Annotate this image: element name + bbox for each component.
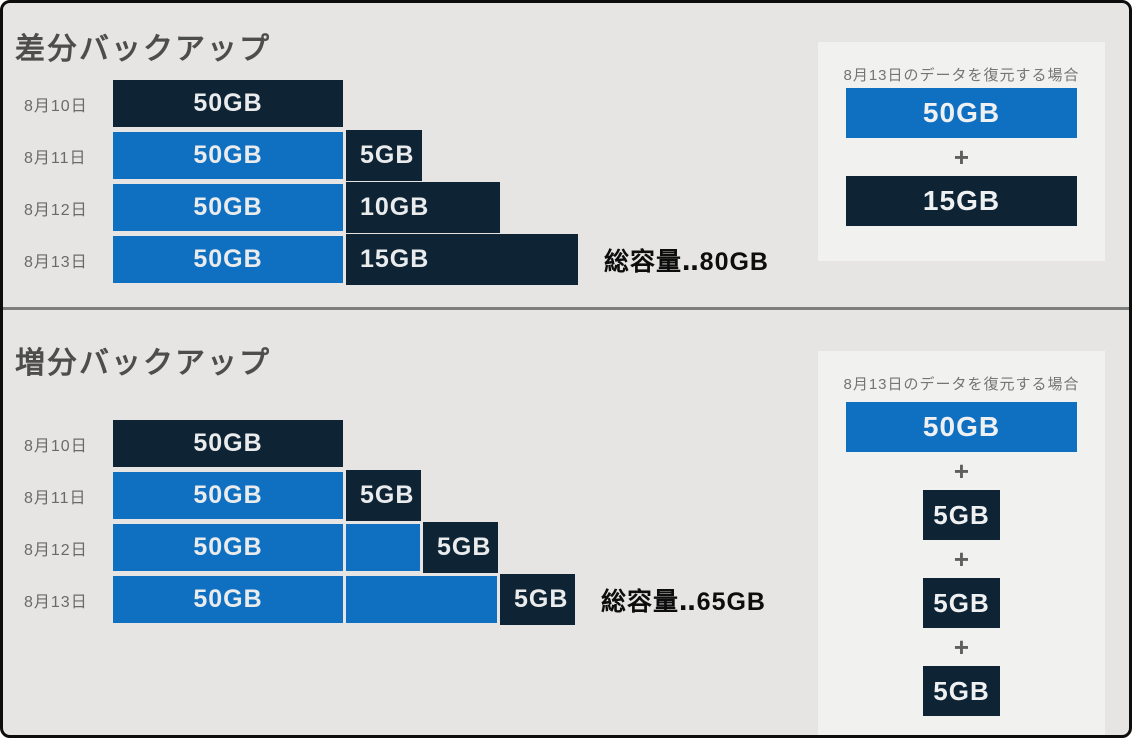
restore-panel-title: 8月13日のデータを復元する場合 — [843, 376, 1080, 393]
incremental-chart: 8月10日 50GB 8月11日 50GB 5GB 8月12日 50GB 5GB… — [24, 420, 766, 628]
chart-row: 8月11日 50GB 5GB — [24, 470, 766, 521]
plus-sign: + — [953, 632, 970, 662]
date-label: 8月11日 — [24, 149, 87, 167]
chart-row: 8月10日 50GB — [24, 420, 766, 467]
plus-sign: + — [953, 544, 970, 574]
restore-block: 50GB — [846, 402, 1077, 452]
restore-block: 50GB — [846, 88, 1077, 138]
incr-backup-bar: 5GB — [500, 574, 575, 625]
diff-backup-bar: 10GB — [346, 182, 500, 233]
date-label: 8月12日 — [24, 201, 88, 219]
chart-row: 8月12日 50GB 10GB — [24, 182, 769, 233]
date-label: 8月13日 — [24, 253, 88, 271]
previous-increment-segment — [346, 576, 497, 623]
full-backup-bar: 50GB — [113, 184, 343, 231]
full-backup-bar: 50GB — [113, 576, 343, 623]
full-backup-bar: 50GB — [113, 236, 343, 283]
full-backup-bar: 50GB — [113, 524, 343, 571]
date-label: 8月11日 — [24, 489, 87, 507]
restore-block: 5GB — [923, 666, 1000, 716]
incr-backup-bar: 5GB — [346, 470, 421, 521]
section-divider — [3, 307, 1129, 310]
full-backup-bar: 50GB — [113, 132, 343, 179]
chart-row: 8月10日 50GB — [24, 80, 769, 127]
date-label: 8月13日 — [24, 593, 88, 611]
differential-restore-panel: 8月13日のデータを復元する場合 50GB + 15GB — [818, 42, 1105, 261]
diff-backup-bar: 15GB — [346, 234, 578, 285]
chart-row: 8月13日 50GB 15GB 総容量‥80GB — [24, 234, 769, 285]
date-label: 8月10日 — [24, 97, 88, 115]
restore-block: 5GB — [923, 490, 1000, 540]
total-capacity-label: 総容量‥65GB — [601, 587, 766, 616]
previous-increment-segment — [346, 524, 420, 571]
diff-backup-bar: 5GB — [346, 130, 422, 181]
chart-row: 8月12日 50GB 5GB — [24, 522, 766, 573]
differential-chart: 8月10日 50GB 8月11日 50GB 5GB 8月12日 50GB 10G… — [24, 80, 769, 288]
incr-backup-bar: 5GB — [423, 522, 498, 573]
total-capacity-label: 総容量‥80GB — [604, 247, 769, 276]
plus-sign: + — [953, 456, 970, 486]
differential-section-title: 差分バックアップ — [15, 33, 271, 67]
full-backup-bar: 50GB — [113, 80, 343, 127]
full-backup-bar: 50GB — [113, 472, 343, 519]
incremental-section-title: 増分バックアップ — [15, 347, 271, 381]
restore-block: 15GB — [846, 176, 1077, 226]
date-label: 8月10日 — [24, 437, 88, 455]
plus-sign: + — [953, 142, 970, 172]
chart-row: 8月13日 50GB 5GB 総容量‥65GB — [24, 574, 766, 625]
full-backup-bar: 50GB — [113, 420, 343, 467]
chart-row: 8月11日 50GB 5GB — [24, 130, 769, 181]
restore-panel-title: 8月13日のデータを復元する場合 — [843, 67, 1080, 84]
restore-block: 5GB — [923, 578, 1000, 628]
date-label: 8月12日 — [24, 541, 88, 559]
incremental-restore-panel: 8月13日のデータを復元する場合 50GB + 5GB + 5GB + 5GB — [818, 351, 1105, 735]
